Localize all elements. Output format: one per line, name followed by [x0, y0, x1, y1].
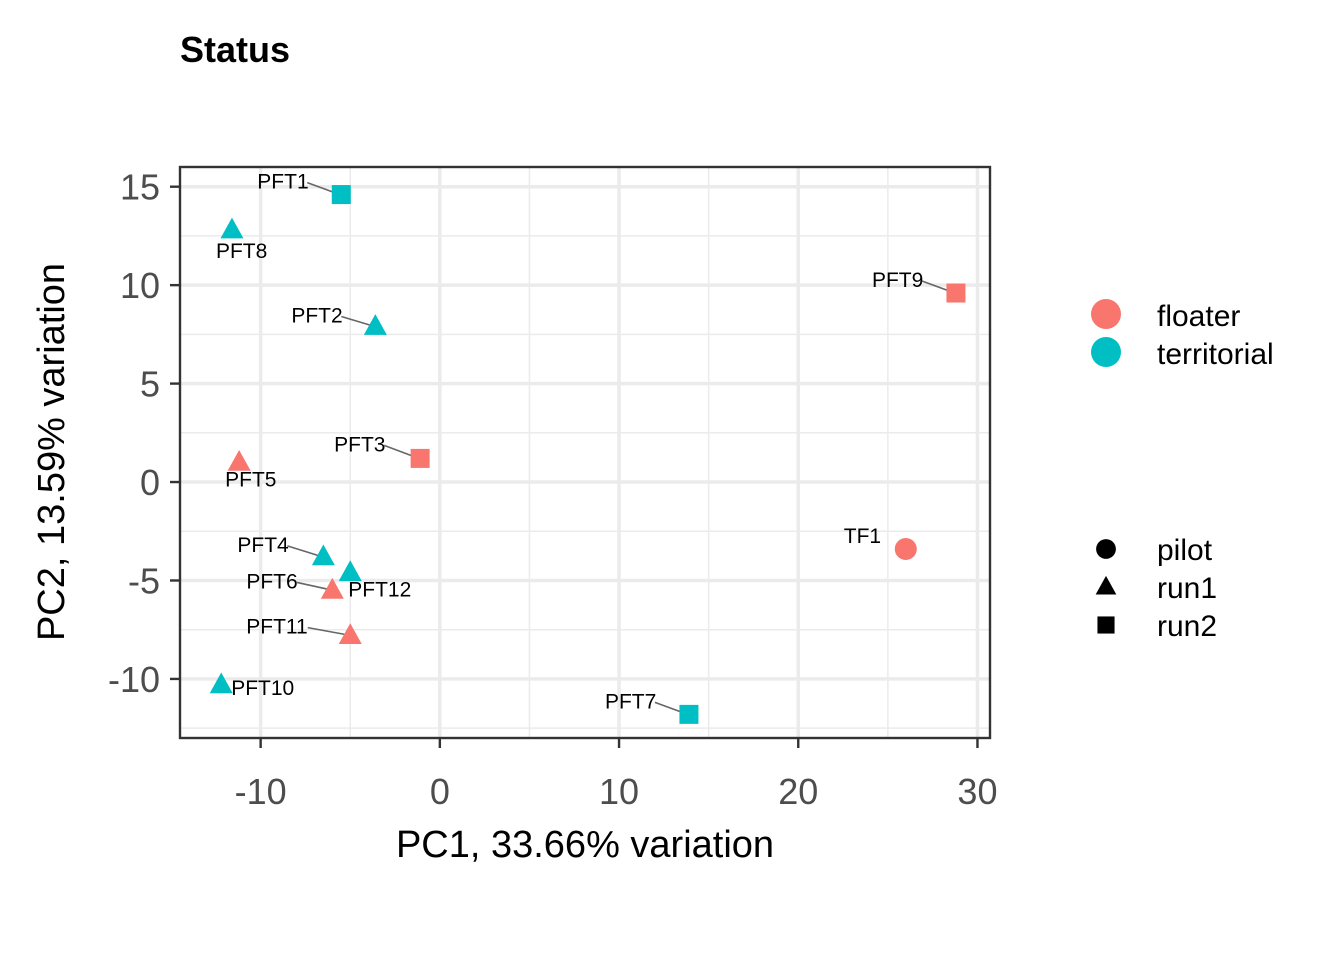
y-axis-title: PC2, 13.59% variation [31, 263, 73, 641]
y-tick-label: -5 [128, 560, 160, 601]
legend-color-label: territorial [1157, 338, 1274, 371]
label-leader-line [296, 581, 329, 591]
point-label: PFT6 [246, 570, 297, 593]
y-tick-label: 0 [140, 462, 160, 503]
data-point [220, 217, 244, 239]
point-label: PFT7 [605, 690, 656, 713]
point-label: PFT8 [216, 240, 267, 263]
panel-border [178, 165, 992, 740]
chart-title: Status [180, 29, 290, 70]
x-tick-label: -10 [235, 771, 287, 812]
point-label: PFT11 [246, 616, 307, 639]
x-tick-label: 20 [778, 771, 818, 812]
point-label: PFT1 [257, 171, 308, 194]
data-point [410, 448, 430, 468]
data-point [320, 577, 344, 599]
legend-color-key [1091, 299, 1121, 329]
legend-shape-key [1096, 539, 1116, 559]
label-leader-line [341, 315, 372, 327]
legend-shape-label: run1 [1157, 572, 1217, 605]
axis-layer: -10 0 10 20 30 15 10 5 0 -5 -10 [108, 167, 998, 812]
data-point [338, 623, 362, 645]
point-label: PFT5 [225, 468, 276, 491]
legend-shape-label: pilot [1157, 534, 1213, 567]
data-point [946, 283, 966, 303]
y-tick-label: -10 [108, 659, 160, 700]
point-label: PFT10 [231, 677, 294, 700]
data-point [679, 704, 699, 724]
legend-shape-label: run2 [1157, 610, 1217, 643]
x-tick-label: 10 [599, 771, 639, 812]
data-point [894, 537, 917, 560]
point-label: PFT4 [237, 534, 289, 557]
x-axis-title: PC1, 33.66% variation [396, 824, 774, 866]
point-label: PFT12 [348, 579, 411, 602]
label-leader-line [307, 626, 347, 636]
label-leader-line [287, 545, 320, 557]
point-layer [209, 185, 966, 724]
point-label: TF1 [844, 525, 881, 548]
data-point [311, 544, 335, 566]
point-label: PFT3 [334, 433, 385, 456]
data-point [363, 314, 387, 335]
y-tick-label: 5 [140, 364, 160, 405]
grid-layer [180, 167, 990, 738]
legend-shape-key [1095, 575, 1117, 595]
point-label-layer: PFT1 PFT8 PFT9 PFT2 PFT3 PFT5 TF1 PFT4 PFT12 PFT6… [216, 171, 953, 715]
data-point [227, 449, 251, 471]
x-tick-label: 30 [957, 771, 997, 812]
legend-color-key [1091, 337, 1121, 367]
panel-background [180, 167, 990, 738]
point-label: PFT2 [291, 304, 342, 327]
data-point [338, 560, 362, 582]
x-tick-label: 0 [430, 771, 450, 812]
point-label: PFT9 [872, 269, 923, 292]
y-tick-label: 15 [120, 167, 160, 208]
data-point [331, 185, 351, 205]
shape-legend: pilot run1 run2 [1095, 534, 1217, 643]
color-legend: floater territorial [1091, 299, 1274, 371]
legend-color-label: floater [1157, 300, 1240, 333]
data-point [209, 672, 233, 694]
y-tick-label: 10 [120, 265, 160, 306]
legend-shape-key [1097, 616, 1115, 634]
